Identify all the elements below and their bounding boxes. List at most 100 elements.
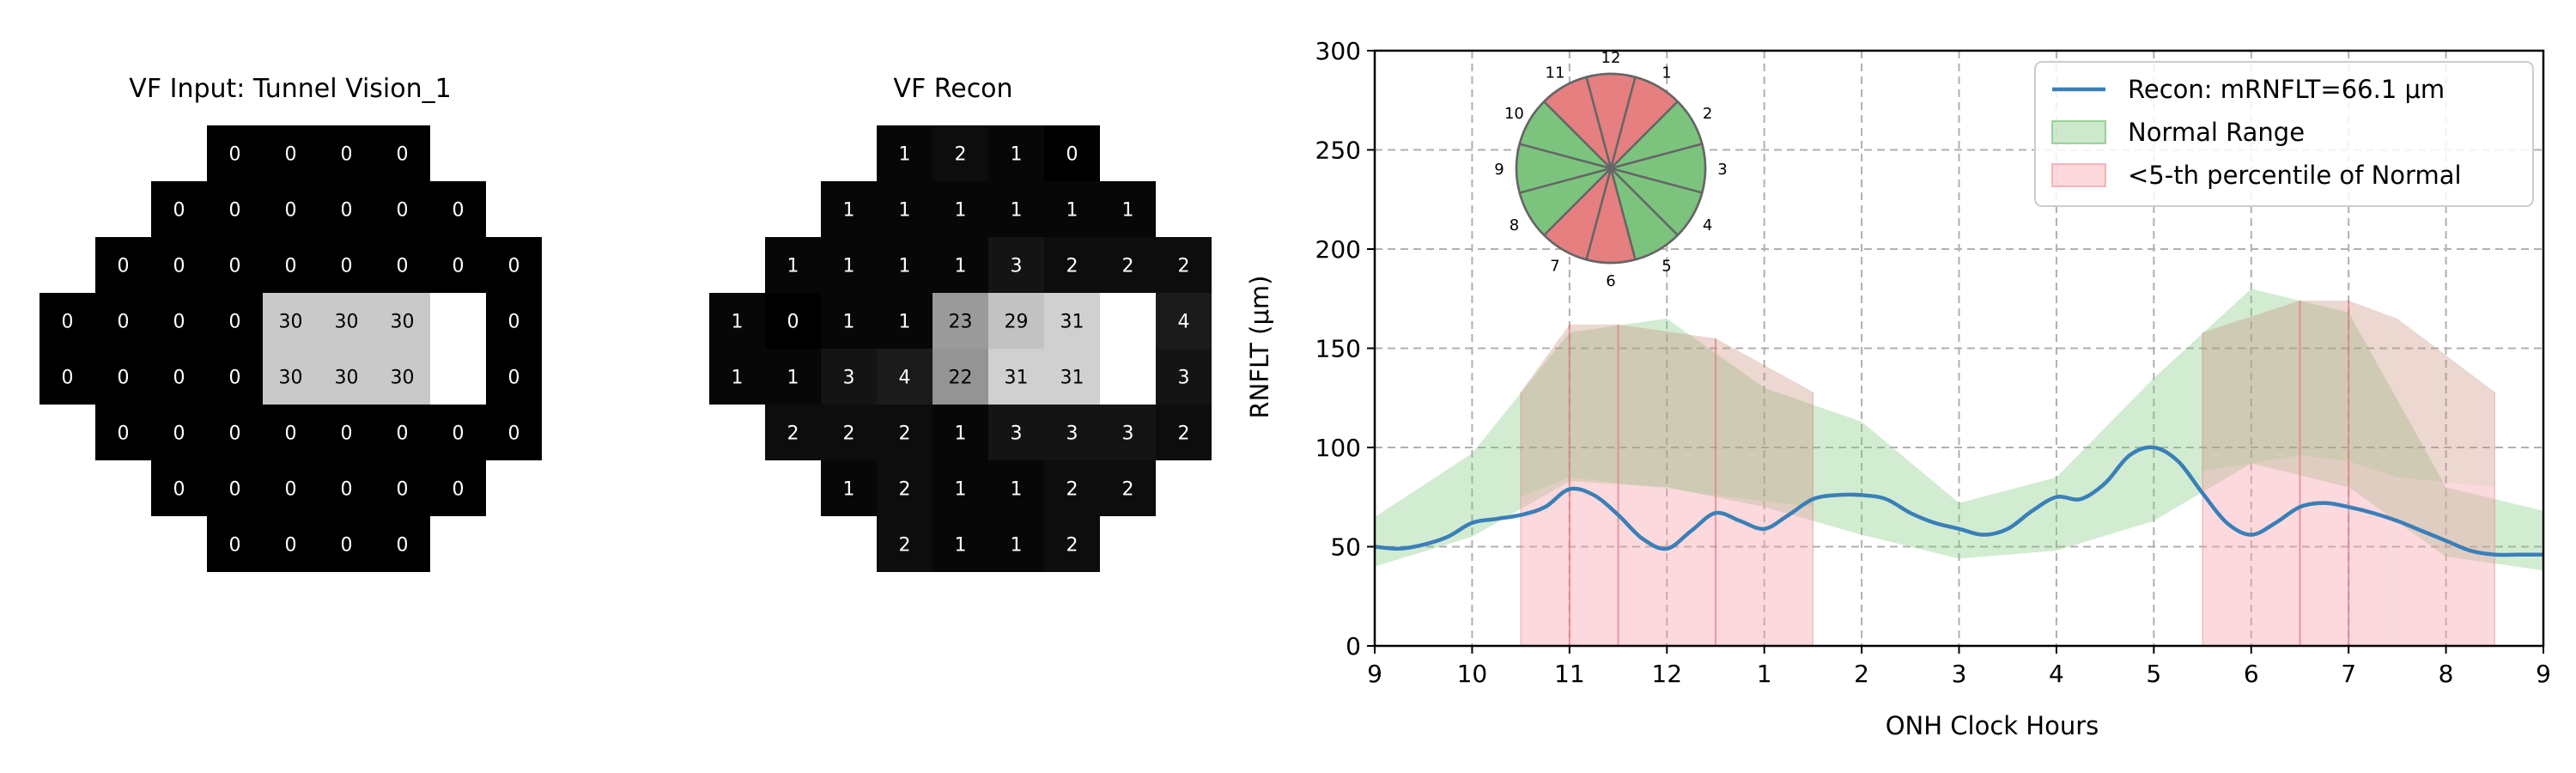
vf-input-cell-value: 0	[118, 312, 130, 333]
vf-recon-cell	[709, 349, 765, 405]
vf-recon-cell-value: 1	[1011, 144, 1023, 166]
vf-input-cell	[151, 293, 207, 349]
vf-recon-cell	[821, 237, 877, 293]
vf-recon-cell-value: 2	[787, 423, 799, 445]
vf-recon-cell-value: 2	[1178, 423, 1190, 445]
vf-recon-title: VF Recon	[893, 74, 1013, 104]
vf-input-cell	[207, 125, 263, 181]
vf-input-cell-value: 0	[118, 368, 130, 389]
vf-input-cell	[374, 125, 430, 181]
vf-recon-cell-value: 4	[899, 368, 911, 389]
vf-input-cell-value: 0	[285, 423, 297, 445]
vf-recon-cell-value: 31	[1005, 368, 1029, 389]
legend-label: <5-th percentile of Normal	[2128, 161, 2462, 190]
vf-recon-cell-value: 1	[955, 200, 967, 222]
vf-input-cell	[319, 460, 374, 516]
vf-input-cell-value: 0	[62, 368, 74, 389]
x-tick-label: 10	[1457, 660, 1488, 688]
vf-input-cell	[374, 516, 430, 572]
vf-input-cell	[374, 237, 430, 293]
vf-recon-cell-value: 2	[1066, 535, 1078, 557]
vf-input-cell-value: 0	[341, 535, 353, 557]
y-tick-label: 50	[1330, 533, 1361, 562]
vf-recon-cell-value: 2	[1122, 479, 1134, 501]
vf-input-cell-value: 0	[453, 479, 465, 501]
vf-input-cell	[319, 125, 374, 181]
vf-input-cell-value: 0	[341, 144, 353, 166]
vf-input-cell-value: 0	[229, 479, 241, 501]
vf-input-cell-value: 0	[453, 423, 465, 445]
legend-swatch	[2051, 163, 2106, 187]
vf-input-cell-value: 0	[285, 256, 297, 277]
vf-recon-cell-value: 1	[1011, 200, 1023, 222]
vf-input-cell	[263, 125, 319, 181]
vf-recon-cell	[1044, 405, 1100, 460]
vf-recon-cell	[933, 293, 988, 349]
vf-recon-cell	[933, 405, 988, 460]
vf-input-cell	[430, 237, 486, 293]
vf-input-cell-value: 0	[508, 368, 520, 389]
vf-recon-cell	[988, 181, 1044, 237]
vf-input-cell	[95, 405, 151, 460]
vf-input-cell	[486, 237, 542, 293]
vf-recon-cell-value: 2	[899, 479, 911, 501]
x-tick-label: 12	[1651, 660, 1682, 688]
vf-input-cell	[207, 237, 263, 293]
vf-recon-cell-value: 3	[1011, 423, 1023, 445]
vf-input-cell-value: 30	[391, 312, 415, 333]
vf-input-cell-value: 0	[173, 423, 185, 445]
vf-recon-cell	[765, 405, 821, 460]
vf-input-cell	[319, 405, 374, 460]
vf-input-cell	[430, 181, 486, 237]
vf-input-cell	[263, 405, 319, 460]
vf-input-cell	[319, 181, 374, 237]
vf-input-cell-value: 0	[397, 479, 409, 501]
clock-dial-label: 8	[1510, 216, 1519, 234]
highlighted-sector	[1521, 324, 1570, 497]
vf-recon-cell	[1156, 237, 1212, 293]
vf-input-cell	[39, 349, 95, 405]
vf-input-cell-value: 0	[341, 423, 353, 445]
vf-recon-cell-value: 2	[843, 423, 855, 445]
vf-recon-cell	[1044, 460, 1100, 516]
vf-input-grid: 0 0 0 0 0 0 0 0 0 0 0 0 0 0 0 0 0 0 0 0 0 0 30 30 30 0 0 0 0 0 30 30 30 0…	[39, 125, 542, 572]
vf-input-cell-value: 0	[229, 144, 241, 166]
vf-input-cell-value: 0	[397, 200, 409, 222]
vf-input-cell	[319, 516, 374, 572]
below-5th-sector	[1618, 483, 1716, 646]
vf-recon-cell	[821, 181, 877, 237]
vf-recon-cell-value: 3	[1178, 368, 1190, 389]
vf-input-cell-value: 30	[279, 312, 303, 333]
vf-input-cell-value: 0	[229, 312, 241, 333]
vf-input-cell-value: 0	[453, 200, 465, 222]
below-5th-sector	[2397, 477, 2495, 646]
vf-input-title: VF Input: Tunnel Vision_1	[129, 74, 452, 104]
vf-recon-cell	[1100, 237, 1156, 293]
vf-recon-cell	[709, 293, 765, 349]
x-tick-label: 5	[2146, 660, 2161, 688]
vf-recon-cell	[1044, 125, 1100, 181]
highlighted-sector	[1715, 338, 1814, 508]
vf-input-cell-value: 0	[229, 200, 241, 222]
vf-recon-cell-value: 1	[843, 200, 855, 222]
highlighted-sector	[2348, 301, 2397, 478]
vf-input-cell	[207, 349, 263, 405]
vf-input-cell-value: 0	[229, 535, 241, 557]
vf-recon-cell-value: 1	[843, 479, 855, 501]
vf-recon-cell	[988, 349, 1044, 405]
vf-input-cell	[430, 405, 486, 460]
vf-input-cell-value: 0	[397, 535, 409, 557]
vf-recon-cell	[933, 181, 988, 237]
below-5th-sector	[1715, 495, 1814, 646]
vf-input-cell-value: 0	[341, 479, 353, 501]
vf-input-cell	[95, 237, 151, 293]
vf-recon-cell	[988, 293, 1044, 349]
vf-recon-cell-value: 1	[899, 200, 911, 222]
normal-range-band	[1375, 289, 2543, 571]
vf-input-cell	[374, 460, 430, 516]
y-tick-label: 150	[1315, 335, 1361, 363]
vf-recon-cell-value: 0	[787, 312, 799, 333]
vf-input-cell	[151, 460, 207, 516]
vf-input-cell-value: 0	[173, 312, 185, 333]
